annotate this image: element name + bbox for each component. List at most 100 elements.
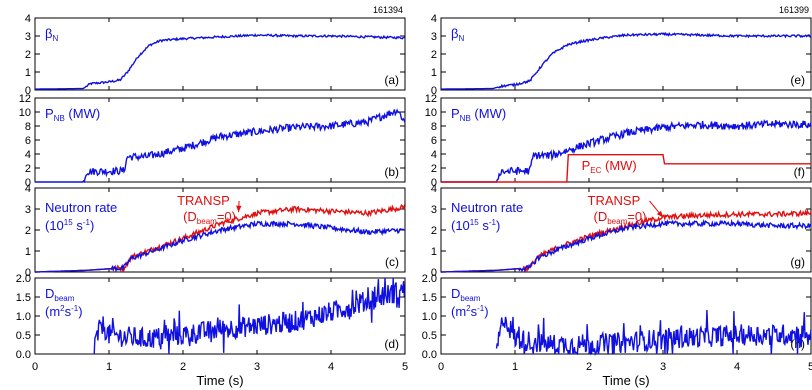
y-tick-label: 0.0 bbox=[16, 349, 31, 361]
label-sup2: -1 bbox=[489, 218, 497, 227]
panel-ylabel: PNB (MW) bbox=[451, 106, 506, 123]
x-tick-label: 1 bbox=[512, 361, 518, 373]
shot-number: 161394 bbox=[373, 5, 403, 15]
x-tick-label: 5 bbox=[808, 361, 812, 373]
label-mid: s bbox=[73, 218, 84, 233]
dbeam-units: (m2s-1) bbox=[45, 304, 83, 319]
y-tick-label: 2 bbox=[25, 163, 31, 175]
label-pre: (m bbox=[45, 304, 60, 319]
label-sup: 15 bbox=[470, 218, 479, 227]
panel-b: 0 2 4 6 8 10 12 (b) PNB (MW) bbox=[19, 93, 406, 189]
label-main: P bbox=[451, 106, 460, 121]
series-line-measured bbox=[441, 218, 812, 273]
label-suffix: (MW) bbox=[601, 158, 636, 173]
label-sup: 2 bbox=[466, 304, 471, 313]
series-line-pnb bbox=[35, 108, 406, 184]
x-tick-label: 4 bbox=[734, 361, 740, 373]
label-sub: NB bbox=[460, 114, 471, 123]
shot-number: 161399 bbox=[779, 5, 809, 15]
panel-ylabel: βN bbox=[45, 26, 58, 43]
x-tick-label: 3 bbox=[660, 361, 666, 373]
plot-frame bbox=[440, 17, 812, 91]
panel-letter: (a) bbox=[384, 73, 399, 87]
panel-letter: (g) bbox=[790, 255, 805, 269]
label-mid: s bbox=[471, 304, 478, 319]
label-post: ) bbox=[78, 304, 82, 319]
label-pre: (D bbox=[183, 209, 197, 224]
y-tick-label: 1.5 bbox=[16, 292, 31, 304]
x-tick-label: 4 bbox=[328, 361, 334, 373]
series-line-pec-mw- bbox=[441, 154, 811, 183]
plot-frame bbox=[34, 17, 406, 91]
label-main: P bbox=[45, 106, 54, 121]
label-suffix: (MW) bbox=[65, 106, 100, 121]
transp-label-line1: TRANSP bbox=[177, 193, 230, 208]
series-line-measured bbox=[35, 219, 406, 273]
y-tick-label: 0 bbox=[25, 267, 31, 279]
panel-letter: (f) bbox=[794, 165, 805, 179]
y-tick-label: 0 bbox=[431, 267, 437, 279]
label-sub: beam bbox=[197, 217, 217, 226]
y-tick-label: 1 bbox=[431, 67, 437, 79]
label-main: D bbox=[451, 286, 460, 301]
label-main: β bbox=[451, 26, 458, 41]
label-pre: (10 bbox=[451, 218, 470, 233]
label-sub: beam bbox=[460, 294, 480, 303]
neutron-label-line2: (1015 s-1) bbox=[45, 218, 94, 233]
y-tick-label: 12 bbox=[19, 93, 31, 105]
neutron-label-line2: (1015 s-1) bbox=[451, 218, 500, 233]
y-tick-label: 1 bbox=[25, 246, 31, 258]
x-axis-title: Time (s) bbox=[196, 373, 243, 388]
y-tick-label: 2 bbox=[25, 49, 31, 61]
y-tick-label: 2 bbox=[431, 225, 437, 237]
panel-a: 0 1 2 3 4 (a) βN bbox=[25, 13, 406, 97]
y-tick-label: 8 bbox=[431, 121, 437, 133]
y-tick-label: 4 bbox=[25, 149, 31, 161]
y-tick-label: 0 bbox=[25, 177, 31, 189]
label-sub: NB bbox=[54, 114, 65, 123]
dbeam-label: Dbeam bbox=[451, 286, 481, 303]
y-tick-label: 0 bbox=[431, 177, 437, 189]
label-post: =0) bbox=[627, 209, 646, 224]
label-sub: N bbox=[458, 34, 464, 43]
label-mid: s bbox=[65, 304, 72, 319]
y-tick-label: 12 bbox=[425, 93, 437, 105]
neutron-label-line1: Neutron rate bbox=[451, 200, 523, 215]
panel-g: 0 1 2 3 4 (g) Neutron rate (1015 s-1) TRANSP(Dbe… bbox=[431, 183, 812, 279]
panel-letter: (e) bbox=[790, 73, 805, 87]
label-sup: 15 bbox=[64, 218, 73, 227]
panel-letter: (c) bbox=[385, 255, 399, 269]
label-sub: beam bbox=[54, 294, 74, 303]
label-mid: s bbox=[479, 218, 490, 233]
label-sup2: -1 bbox=[71, 304, 79, 313]
x-tick-label: 0 bbox=[438, 361, 444, 373]
y-tick-label: 8 bbox=[25, 121, 31, 133]
panel-letter: (d) bbox=[384, 337, 399, 351]
y-tick-label: 1.5 bbox=[422, 292, 437, 304]
label-sub: beam bbox=[607, 217, 627, 226]
label-post: ) bbox=[90, 218, 94, 233]
y-tick-label: 2 bbox=[25, 225, 31, 237]
y-tick-label: 4 bbox=[431, 13, 437, 25]
y-tick-label: 3 bbox=[25, 204, 31, 216]
y-tick-label: 0.5 bbox=[422, 330, 437, 342]
transp-arrow-head bbox=[656, 210, 663, 218]
series-line-dbeam bbox=[93, 277, 406, 355]
y-tick-label: 0.0 bbox=[422, 349, 437, 361]
x-tick-label: 0 bbox=[32, 361, 38, 373]
label-sup2: -1 bbox=[83, 218, 91, 227]
label-sub: EC bbox=[590, 166, 601, 175]
transp-arrow-head bbox=[236, 205, 242, 213]
label-sup: 2 bbox=[60, 304, 65, 313]
neutron-label-line1: Neutron rate bbox=[45, 200, 117, 215]
y-tick-label: 1.0 bbox=[16, 311, 31, 323]
label-pre: (D bbox=[594, 209, 608, 224]
transp-label-line1: TRANSP bbox=[588, 193, 641, 208]
y-tick-label: 4 bbox=[431, 149, 437, 161]
x-axis-title: Time (s) bbox=[602, 373, 649, 388]
series-line-betaN bbox=[441, 31, 812, 90]
y-tick-label: 2.0 bbox=[422, 273, 437, 285]
